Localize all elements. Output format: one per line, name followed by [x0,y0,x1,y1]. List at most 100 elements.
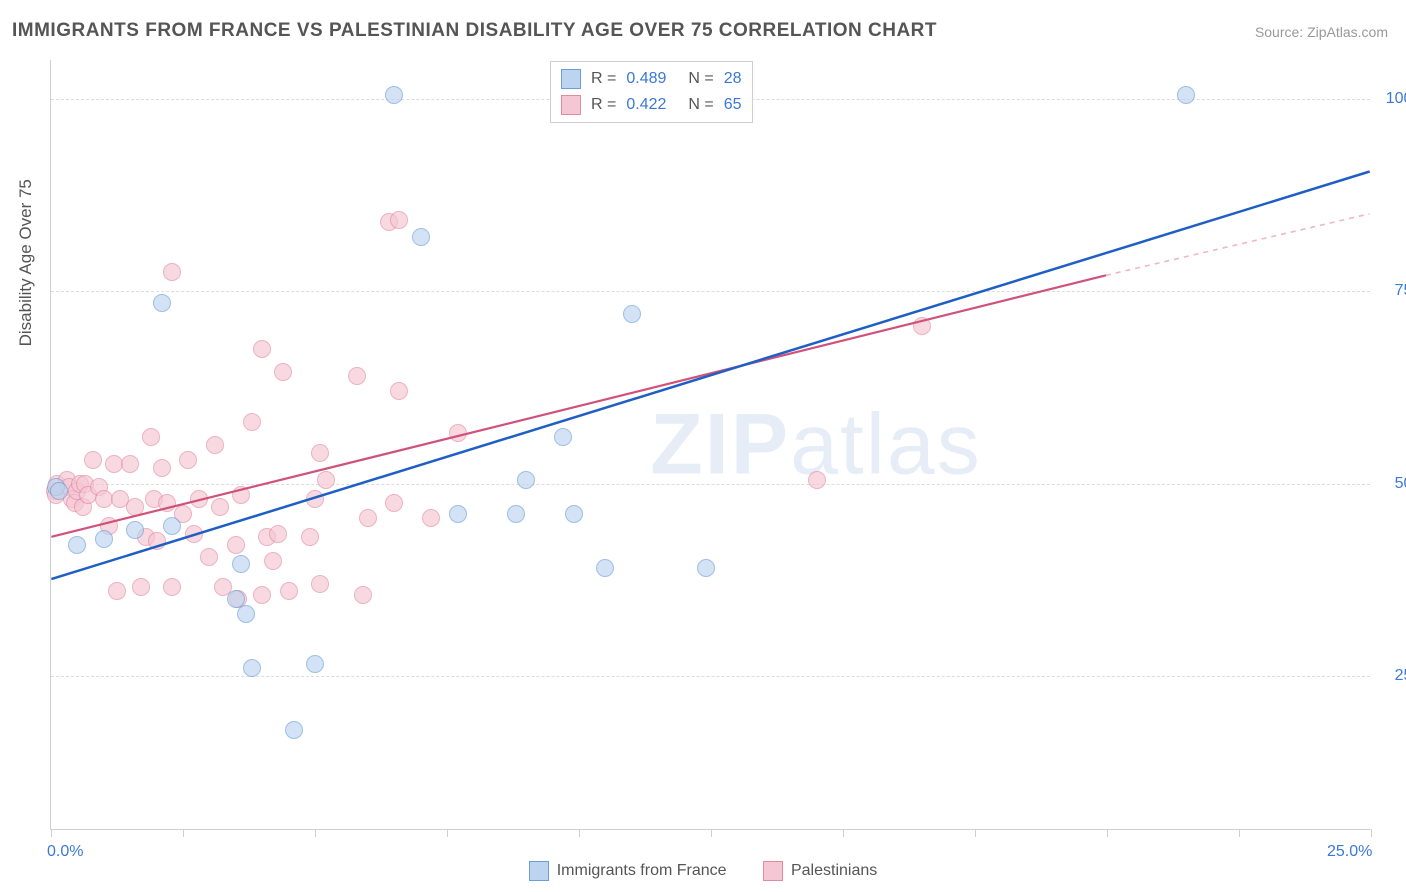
y-tick-label: 100.0% [1380,90,1406,108]
france-point [285,721,303,739]
france-point [385,86,403,104]
chart-container: IMMIGRANTS FROM FRANCE VS PALESTINIAN DI… [0,0,1406,892]
palestinians-point [264,552,282,570]
y-axis-label: Disability Age Over 75 [16,179,36,346]
x-tick [1239,829,1240,837]
palestinians-point [148,532,166,550]
palestinians-point [280,582,298,600]
palestinians-point [163,578,181,596]
x-tick [315,829,316,837]
france-swatch-icon [529,861,549,881]
france-point [243,659,261,677]
palestinians-point [390,382,408,400]
palestinians-point [808,471,826,489]
palestinians-label: Palestinians [791,862,877,880]
r-label: R = [591,70,616,88]
france-point [449,505,467,523]
palestinians-point [232,486,250,504]
x-tick [843,829,844,837]
palestinians-r-value: 0.422 [626,96,666,114]
palestinians-point [163,263,181,281]
palestinians-point [206,436,224,454]
watermark-zip: ZIP [650,396,790,492]
palestinians-point [84,451,102,469]
palestinians-point [121,455,139,473]
france-point [126,521,144,539]
source-text: Source: ZipAtlas.com [1255,24,1388,40]
y-tick-label: 75.0% [1380,282,1406,300]
palestinians-point [153,459,171,477]
france-point [163,517,181,535]
palestinians-point [243,413,261,431]
x-tick [447,829,448,837]
france-swatch-icon [561,69,581,89]
france-n-value: 28 [724,70,742,88]
france-point [237,605,255,623]
palestinians-point [190,490,208,508]
stats-legend: R = 0.489 N = 28 R = 0.422 N = 65 [550,61,753,123]
plot-area: ZIPatlas 25.0%50.0%75.0%100.0%0.0%25.0% [50,60,1370,830]
series-legend: Immigrants from France Palestinians [0,861,1406,886]
palestinians-point [301,528,319,546]
palestinians-point [185,525,203,543]
gridline [51,484,1370,485]
france-point [517,471,535,489]
stats-row-palestinians: R = 0.422 N = 65 [561,92,742,118]
y-tick-label: 25.0% [1380,667,1406,685]
y-tick-label: 50.0% [1380,475,1406,493]
palestinians-point [269,525,287,543]
france-point [565,505,583,523]
palestinians-point [354,586,372,604]
n-label: N = [688,96,713,114]
palestinians-point [126,498,144,516]
palestinians-point [385,494,403,512]
palestinians-point [422,509,440,527]
palestinians-point [142,428,160,446]
x-tick [51,829,52,837]
france-r-value: 0.489 [626,70,666,88]
palestinians-point [179,451,197,469]
x-tick [975,829,976,837]
france-point [412,228,430,246]
legend-item-france: Immigrants from France [529,861,727,881]
palestinians-point [306,490,324,508]
legend-item-palestinians: Palestinians [763,861,877,881]
france-point [50,482,68,500]
france-point [68,536,86,554]
n-label: N = [688,70,713,88]
palestinians-swatch-icon [561,95,581,115]
palestinians-point [253,586,271,604]
x-tick [579,829,580,837]
palestinians-point [317,471,335,489]
palestinians-point [211,498,229,516]
r-label: R = [591,96,616,114]
gridline [51,291,1370,292]
france-point [623,305,641,323]
x-tick [711,829,712,837]
france-point [507,505,525,523]
x-tick-label-start: 0.0% [47,843,83,861]
palestinians-point [390,211,408,229]
france-point [1177,86,1195,104]
palestinians-point [311,575,329,593]
x-tick [1371,829,1372,837]
france-point [596,559,614,577]
palestinians-swatch-icon [763,861,783,881]
chart-title: IMMIGRANTS FROM FRANCE VS PALESTINIAN DI… [12,20,937,42]
france-point [232,555,250,573]
palestinians-point [158,494,176,512]
palestinians-point [227,536,245,554]
france-point [554,428,572,446]
palestinians-point [253,340,271,358]
palestinians-point [311,444,329,462]
palestinians-point [274,363,292,381]
x-tick [1107,829,1108,837]
palestinians-n-value: 65 [724,96,742,114]
palestinians-point [200,548,218,566]
france-point [697,559,715,577]
palestinians-point [913,317,931,335]
palestinians-point [132,578,150,596]
x-tick-label-end: 25.0% [1327,843,1372,861]
france-label: Immigrants from France [557,862,727,880]
france-point [95,530,113,548]
